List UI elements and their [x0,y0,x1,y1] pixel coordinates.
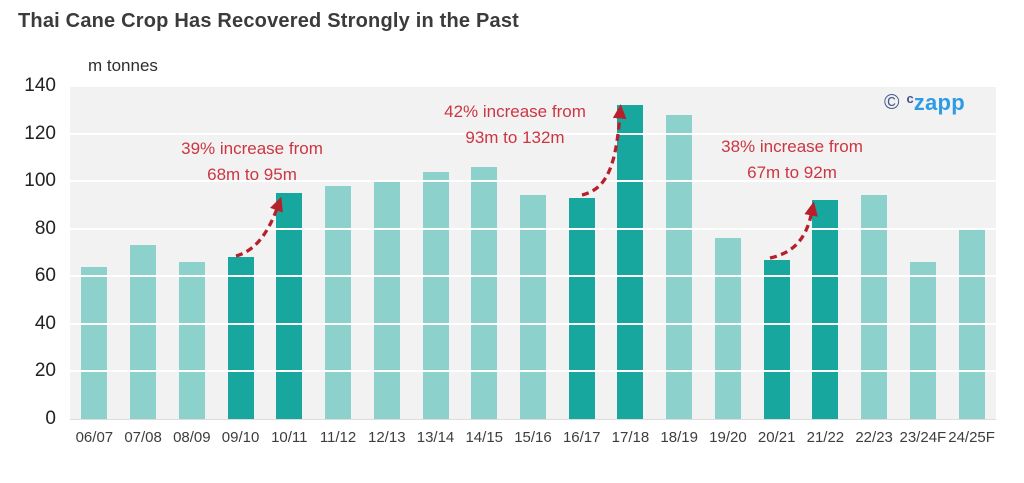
bar-cell-10/11 [265,86,314,419]
x-tick-label-23/24F: 23/24F [899,429,947,446]
bar-cell-17/18 [606,86,655,419]
bar-11/12 [325,185,352,419]
plot-area [70,85,996,420]
annotation-increase-2: 42% increase from 93m to 132m [365,99,665,151]
bar-22/23 [861,195,888,419]
bar-07/08 [130,245,157,419]
x-tick-label-13/14: 13/14 [416,429,455,446]
bar-cell-19/20 [704,86,753,419]
gridline [70,227,996,230]
y-axis-units-label: m tonnes [88,56,158,75]
bar-cell-24/25F [947,86,996,419]
gridline [70,370,996,373]
bar-cell-14/15 [460,86,509,419]
gridline [70,132,996,135]
y-tick-label-20: 20 [34,360,56,382]
bar-cell-07/08 [119,86,168,419]
bar-23/24F [909,262,936,419]
bar-09/10 [227,257,254,419]
annotation-line: 68m to 95m [207,165,297,184]
y-tick-label-100: 100 [24,170,56,192]
copyright-icon: © [884,91,900,114]
bar-18/19 [666,114,693,419]
annotation-increase-3: 38% increase from 67m to 92m [642,134,942,186]
annotation-line: 93m to 132m [465,128,565,147]
bar-12/13 [373,181,400,419]
x-tick-label-19/20: 19/20 [709,429,747,446]
x-tick-label-24/25F: 24/25F [948,429,995,446]
bar-19/20 [714,238,741,419]
bar-cell-15/16 [509,86,558,419]
czapp-logo-text: zapp [913,90,966,115]
y-axis: 0 20 40 60 80 100 120 140 [0,0,56,483]
y-tick-label-0: 0 [45,408,56,429]
x-tick-label-17/18: 17/18 [611,429,650,446]
bar-17/18 [617,105,644,419]
czapp-logo[interactable]: © c zapp [884,91,965,115]
gridline [70,85,996,87]
bar-cell-09/10 [216,86,265,419]
annotation-line: 39% increase from [181,139,323,158]
annotation-line: 67m to 92m [747,163,837,182]
y-tick-label-140: 140 [24,75,56,96]
x-tick-label-11/12: 11/12 [319,429,357,446]
bar-cell-22/23 [850,86,899,419]
gridline [70,180,996,183]
bar-cell-12/13 [362,86,411,419]
bar-cell-23/24F [898,86,947,419]
bars-container [70,86,996,419]
y-tick-label-60: 60 [34,265,56,287]
bar-14/15 [471,166,498,419]
bar-06/07 [81,266,108,419]
y-tick-label-80: 80 [34,217,56,239]
x-tick-label-09/10: 09/10 [221,429,260,446]
bar-cell-13/14 [411,86,460,419]
gridline [70,322,996,325]
x-tick-label-20/21: 20/21 [757,429,796,446]
bar-20/21 [763,259,790,419]
x-tick-label-15/16: 15/16 [514,429,552,446]
annotation-line: 42% increase from [444,102,586,121]
bar-13/14 [422,171,449,419]
czapp-logo-small-c: c [906,91,914,106]
x-tick-label-14/15: 14/15 [465,429,504,446]
bar-16/17 [568,197,595,419]
bar-15/16 [519,195,546,419]
bar-cell-16/17 [557,86,606,419]
x-tick-label-18/19: 18/19 [660,429,698,446]
annotation-increase-1: 39% increase from 68m to 95m [102,136,402,188]
bar-cell-20/21 [752,86,801,419]
x-tick-label-22/23: 22/23 [855,429,893,446]
bar-cell-21/22 [801,86,850,419]
bar-10/11 [276,193,303,419]
annotation-line: 38% increase from [721,137,863,156]
x-tick-label-06/07: 06/07 [75,429,114,446]
bar-cell-06/07 [70,86,119,419]
x-tick-label-21/22: 21/22 [806,429,845,446]
x-tick-label-10/11: 10/11 [271,429,308,446]
bar-08/09 [178,262,205,419]
gridline [70,275,996,278]
bar-cell-18/19 [655,86,704,419]
x-tick-label-16/17: 16/17 [562,429,601,446]
bar-21/22 [812,200,839,419]
x-tick-label-08/09: 08/09 [173,429,211,446]
y-tick-label-120: 120 [24,122,56,144]
chart-title: Thai Cane Crop Has Recovered Strongly in… [18,10,520,32]
x-tick-label-07/08: 07/08 [124,429,162,446]
bar-cell-11/12 [314,86,363,419]
x-axis: 06/07 07/08 08/09 09/10 10/11 11/12 12/13 13/14… [70,429,996,446]
x-tick-label-12/13: 12/13 [368,429,406,446]
bar-cell-08/09 [167,86,216,419]
y-tick-label-40: 40 [34,312,56,334]
